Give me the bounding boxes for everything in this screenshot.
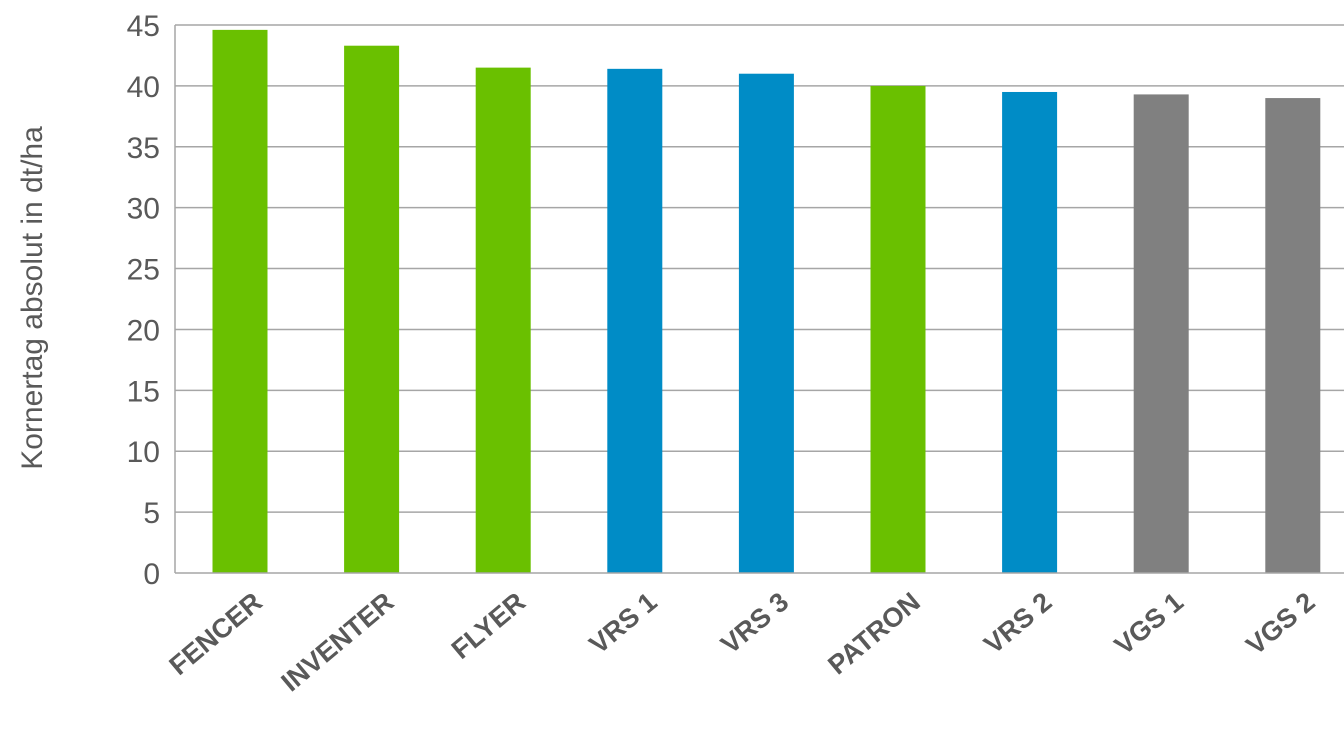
x-tick-label: VGS 1	[1109, 587, 1189, 661]
y-tick-label: 10	[127, 436, 160, 469]
x-tick-label: VRS 3	[715, 587, 794, 660]
y-tick-label: 5	[143, 497, 160, 530]
x-tick-label: INVENTER	[276, 587, 400, 698]
x-tick-label: VRS 1	[584, 587, 663, 660]
y-axis-ticks: 0 5 10 15 20 25 30 35 40 45	[127, 10, 160, 591]
x-tick-label: FLYER	[446, 587, 531, 665]
y-axis-label: Kornertag absolut in dt/ha	[16, 126, 49, 470]
bar-patron	[870, 85, 926, 573]
x-tick-label: FENCER	[164, 587, 268, 681]
x-tick-label: VGS 2	[1240, 587, 1320, 661]
x-axis-ticks: FENCER INVENTER FLYER VRS 1 VRS 3 PATRON VRS 2…	[164, 587, 1321, 698]
bar-vgs-1	[1133, 94, 1189, 573]
y-tick-label: 20	[127, 314, 160, 347]
bar-vrs-3	[738, 73, 794, 573]
y-tick-label: 25	[127, 254, 160, 287]
y-tick-label: 40	[127, 71, 160, 104]
x-tick-label: VRS 2	[978, 587, 1057, 660]
bar-inventer	[344, 45, 400, 574]
y-tick-label: 30	[127, 193, 160, 226]
y-tick-label: 45	[127, 10, 160, 43]
bar-vrs-1	[607, 68, 663, 573]
y-tick-label: 0	[143, 558, 160, 591]
bars	[212, 29, 1321, 574]
bar-flyer	[475, 67, 531, 573]
bar-fencer	[212, 29, 268, 574]
x-tick-label: PATRON	[822, 587, 926, 681]
bar-vgs-2	[1265, 98, 1321, 574]
y-tick-label: 35	[127, 132, 160, 165]
bar-vrs-2	[1002, 91, 1058, 573]
y-tick-label: 15	[127, 375, 160, 408]
